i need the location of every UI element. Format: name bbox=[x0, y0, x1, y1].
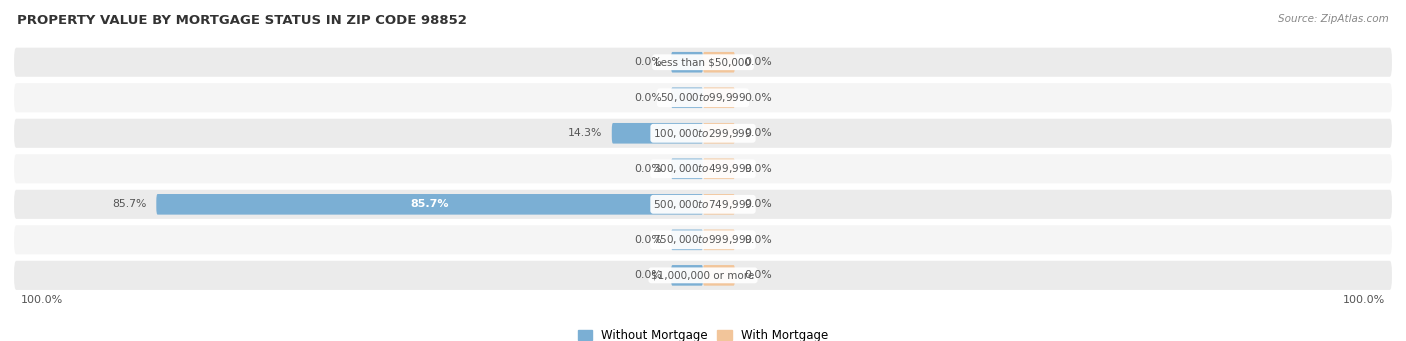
Text: $1,000,000 or more: $1,000,000 or more bbox=[651, 270, 755, 280]
FancyBboxPatch shape bbox=[156, 194, 703, 214]
FancyBboxPatch shape bbox=[671, 87, 703, 108]
Text: Less than $50,000: Less than $50,000 bbox=[655, 57, 751, 67]
Text: 100.0%: 100.0% bbox=[21, 295, 63, 305]
Text: 0.0%: 0.0% bbox=[744, 57, 772, 67]
Text: 14.3%: 14.3% bbox=[568, 128, 602, 138]
FancyBboxPatch shape bbox=[671, 52, 703, 73]
FancyBboxPatch shape bbox=[703, 87, 735, 108]
FancyBboxPatch shape bbox=[703, 194, 735, 214]
FancyBboxPatch shape bbox=[671, 229, 703, 250]
FancyBboxPatch shape bbox=[14, 261, 1392, 290]
Text: 0.0%: 0.0% bbox=[744, 270, 772, 280]
Text: 0.0%: 0.0% bbox=[744, 164, 772, 174]
FancyBboxPatch shape bbox=[703, 52, 735, 73]
FancyBboxPatch shape bbox=[671, 265, 703, 286]
Text: $500,000 to $749,999: $500,000 to $749,999 bbox=[654, 198, 752, 211]
FancyBboxPatch shape bbox=[703, 265, 735, 286]
FancyBboxPatch shape bbox=[671, 159, 703, 179]
Text: 0.0%: 0.0% bbox=[744, 199, 772, 209]
FancyBboxPatch shape bbox=[14, 48, 1392, 77]
FancyBboxPatch shape bbox=[703, 229, 735, 250]
FancyBboxPatch shape bbox=[14, 154, 1392, 183]
Text: Source: ZipAtlas.com: Source: ZipAtlas.com bbox=[1278, 14, 1389, 24]
Text: 0.0%: 0.0% bbox=[744, 128, 772, 138]
FancyBboxPatch shape bbox=[14, 225, 1392, 254]
FancyBboxPatch shape bbox=[703, 159, 735, 179]
Legend: Without Mortgage, With Mortgage: Without Mortgage, With Mortgage bbox=[574, 325, 832, 341]
Text: 0.0%: 0.0% bbox=[634, 270, 662, 280]
FancyBboxPatch shape bbox=[14, 83, 1392, 112]
Text: $300,000 to $499,999: $300,000 to $499,999 bbox=[654, 162, 752, 175]
Text: $50,000 to $99,999: $50,000 to $99,999 bbox=[659, 91, 747, 104]
Text: $750,000 to $999,999: $750,000 to $999,999 bbox=[654, 233, 752, 246]
Text: 85.7%: 85.7% bbox=[411, 199, 449, 209]
FancyBboxPatch shape bbox=[703, 123, 735, 144]
Text: $100,000 to $299,999: $100,000 to $299,999 bbox=[654, 127, 752, 140]
FancyBboxPatch shape bbox=[14, 119, 1392, 148]
Text: PROPERTY VALUE BY MORTGAGE STATUS IN ZIP CODE 98852: PROPERTY VALUE BY MORTGAGE STATUS IN ZIP… bbox=[17, 14, 467, 27]
Text: 0.0%: 0.0% bbox=[744, 93, 772, 103]
Text: 85.7%: 85.7% bbox=[112, 199, 146, 209]
Text: 0.0%: 0.0% bbox=[744, 235, 772, 245]
FancyBboxPatch shape bbox=[14, 190, 1392, 219]
Text: 0.0%: 0.0% bbox=[634, 57, 662, 67]
Text: 0.0%: 0.0% bbox=[634, 164, 662, 174]
Text: 100.0%: 100.0% bbox=[1343, 295, 1385, 305]
FancyBboxPatch shape bbox=[612, 123, 703, 144]
Text: 0.0%: 0.0% bbox=[634, 235, 662, 245]
Text: 0.0%: 0.0% bbox=[634, 93, 662, 103]
